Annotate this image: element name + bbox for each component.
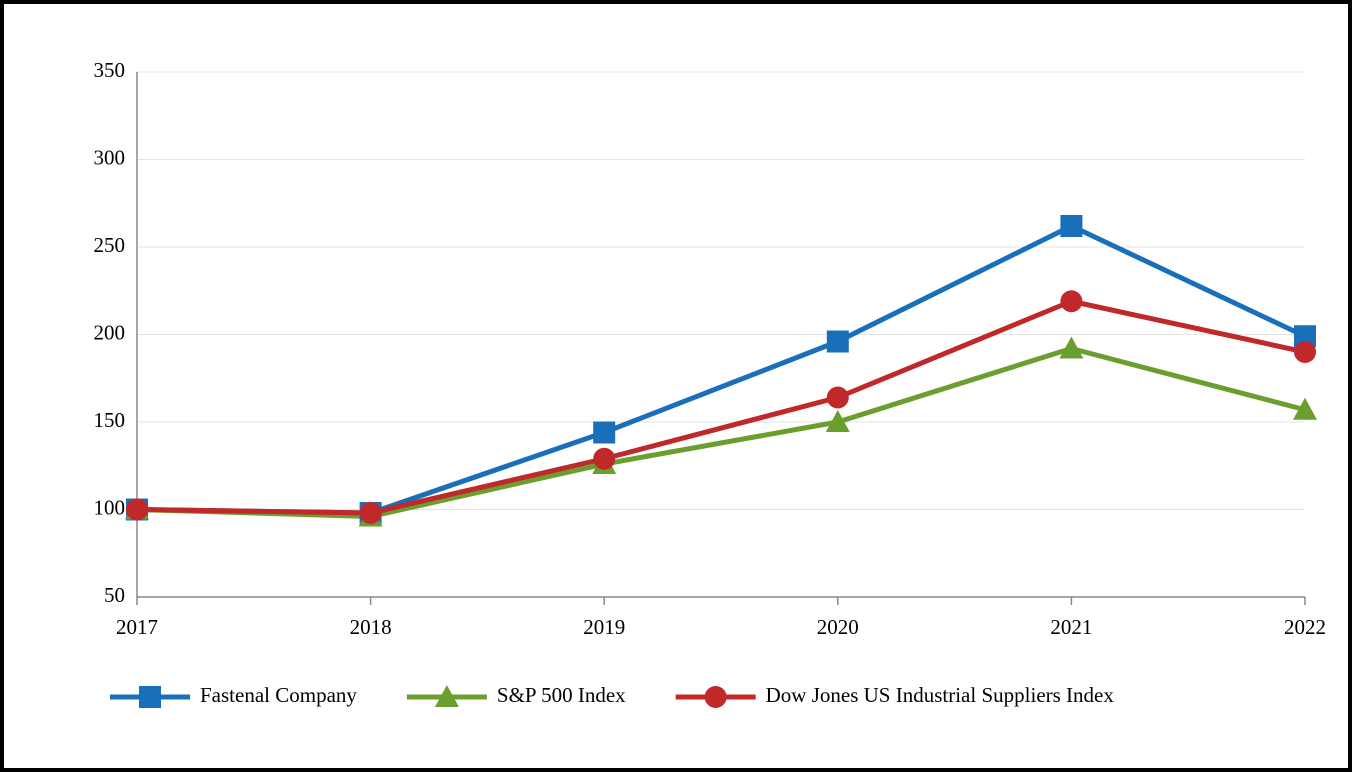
x-tick-label: 2022 <box>1284 615 1326 639</box>
legend-label: Dow Jones US Industrial Suppliers Index <box>766 683 1115 707</box>
marker <box>704 686 727 708</box>
y-tick-label: 150 <box>94 408 126 432</box>
marker <box>1294 341 1316 363</box>
legend-label: S&P 500 Index <box>497 683 626 707</box>
marker <box>826 330 849 353</box>
marker <box>1293 397 1317 420</box>
y-tick-label: 200 <box>94 320 126 344</box>
marker <box>1060 215 1083 237</box>
y-tick-label: 300 <box>94 145 126 169</box>
x-tick-label: 2018 <box>350 615 392 639</box>
marker <box>1060 290 1083 313</box>
series-line <box>136 298 1306 516</box>
marker <box>825 410 850 432</box>
marker <box>593 421 616 444</box>
y-tick-label: 50 <box>104 583 125 607</box>
x-tick-label: 2020 <box>817 615 859 639</box>
marker <box>1059 336 1084 359</box>
x-tick-label: 2019 <box>583 615 625 639</box>
legend-label: Fastenal Company <box>200 683 357 707</box>
marker <box>1294 325 1316 348</box>
x-tick-label: 2017 <box>116 615 158 639</box>
x-tick-label: 2021 <box>1050 615 1092 639</box>
y-tick-label: 350 <box>94 58 126 82</box>
series-line <box>136 346 1306 519</box>
marker <box>593 447 616 470</box>
marker <box>434 685 459 707</box>
marker <box>139 686 161 708</box>
marker <box>126 498 148 521</box>
marker <box>826 386 849 409</box>
marker <box>359 502 382 524</box>
y-tick-label: 100 <box>94 495 126 519</box>
y-tick-label: 250 <box>94 233 126 257</box>
